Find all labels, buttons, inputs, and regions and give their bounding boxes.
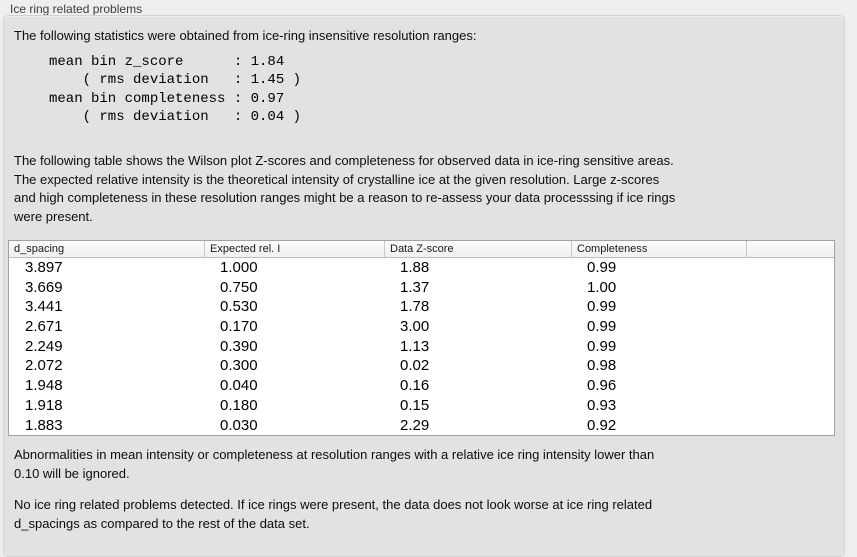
table-cell: 0.390 <box>220 337 258 355</box>
conclusion-text: No ice ring related problems detected. I… <box>14 497 653 531</box>
column-header-filler <box>746 241 834 257</box>
table-cell: 0.99 <box>587 298 617 316</box>
table-row[interactable]: 2.671 0.170 3.00 0.99 <box>9 317 834 337</box>
table-cell: 0.99 <box>587 318 617 336</box>
table-row[interactable]: 2.072 0.300 0.02 0.98 <box>9 356 834 376</box>
description-text: The following table shows the Wilson plo… <box>14 153 676 224</box>
table-cell <box>746 337 834 357</box>
table-row[interactable]: 1.918 0.180 0.15 0.93 <box>9 396 834 416</box>
table-row[interactable]: 3.669 0.750 1.37 1.00 <box>9 278 834 298</box>
table-row[interactable]: 3.897 1.000 1.88 0.99 <box>9 258 834 278</box>
ice-ring-panel: Ice ring related problems The following … <box>3 2 845 557</box>
table-cell <box>746 278 834 298</box>
stats-readout: mean bin z_score : 1.84 ( rms deviation … <box>49 54 302 125</box>
table-cell: 1.13 <box>400 337 430 355</box>
table-cell: 1.000 <box>220 259 258 276</box>
table-cell: 2.671 <box>25 318 63 336</box>
column-header-expected-rel-i[interactable]: Expected rel. I <box>204 241 384 257</box>
table-cell: 2.29 <box>400 416 430 434</box>
table-cell: 3.897 <box>25 259 63 276</box>
table-cell: 0.530 <box>220 298 258 316</box>
table-cell <box>746 317 834 337</box>
table-cell <box>746 396 834 416</box>
table-cell: 0.93 <box>587 396 617 414</box>
table-cell: 1.918 <box>25 396 63 414</box>
panel-title: Ice ring related problems <box>10 2 143 16</box>
table-row[interactable]: 2.249 0.390 1.13 0.99 <box>9 337 834 357</box>
table-cell: 0.99 <box>587 259 617 276</box>
table-cell <box>746 416 834 436</box>
table-cell: 3.669 <box>25 278 63 296</box>
intro-text: The following statistics were obtained f… <box>14 28 477 43</box>
table-cell: 1.883 <box>25 416 63 434</box>
ice-ring-table: d_spacing Expected rel. I Data Z-score C… <box>8 240 835 436</box>
table-cell <box>746 258 834 278</box>
column-header-completeness[interactable]: Completeness <box>571 241 746 257</box>
table-header-row: d_spacing Expected rel. I Data Z-score C… <box>9 241 834 258</box>
table-cell <box>746 376 834 396</box>
table-cell: 3.00 <box>400 318 430 336</box>
table-body: 3.897 1.000 1.88 0.99 3.669 0.750 1.37 1.00 3.44… <box>9 258 834 435</box>
table-cell: 0.030 <box>220 416 258 434</box>
table-cell: 0.96 <box>587 377 617 395</box>
table-row[interactable]: 1.948 0.040 0.16 0.96 <box>9 376 834 396</box>
table-cell: 0.98 <box>587 357 617 375</box>
table-cell: 0.02 <box>400 357 430 375</box>
table-row[interactable]: 3.441 0.530 1.78 0.99 <box>9 297 834 317</box>
table-cell: 0.15 <box>400 396 430 414</box>
table-row[interactable]: 1.883 0.030 2.29 0.92 <box>9 416 834 436</box>
table-cell: 0.99 <box>587 337 617 355</box>
table-cell: 0.300 <box>220 357 258 375</box>
table-cell: 0.170 <box>220 318 258 336</box>
table-cell <box>746 297 834 317</box>
table-cell: 3.441 <box>25 298 63 316</box>
table-cell: 2.072 <box>25 357 63 375</box>
table-cell: 1.78 <box>400 298 430 316</box>
table-cell: 1.948 <box>25 377 63 395</box>
table-cell <box>746 356 834 376</box>
table-cell: 1.37 <box>400 278 430 296</box>
column-header-d-spacing[interactable]: d_spacing <box>14 243 65 255</box>
column-header-data-z-score[interactable]: Data Z-score <box>384 241 571 257</box>
table-cell: 2.249 <box>25 337 63 355</box>
ignore-note-text: Abnormalities in mean intensity or compl… <box>14 447 655 481</box>
table-cell: 0.180 <box>220 396 258 414</box>
table-cell: 0.16 <box>400 377 430 395</box>
table-cell: 1.88 <box>400 259 430 276</box>
table-cell: 0.750 <box>220 278 258 296</box>
table-cell: 1.00 <box>587 278 617 296</box>
table-cell: 0.92 <box>587 416 617 434</box>
table-cell: 0.040 <box>220 377 258 395</box>
